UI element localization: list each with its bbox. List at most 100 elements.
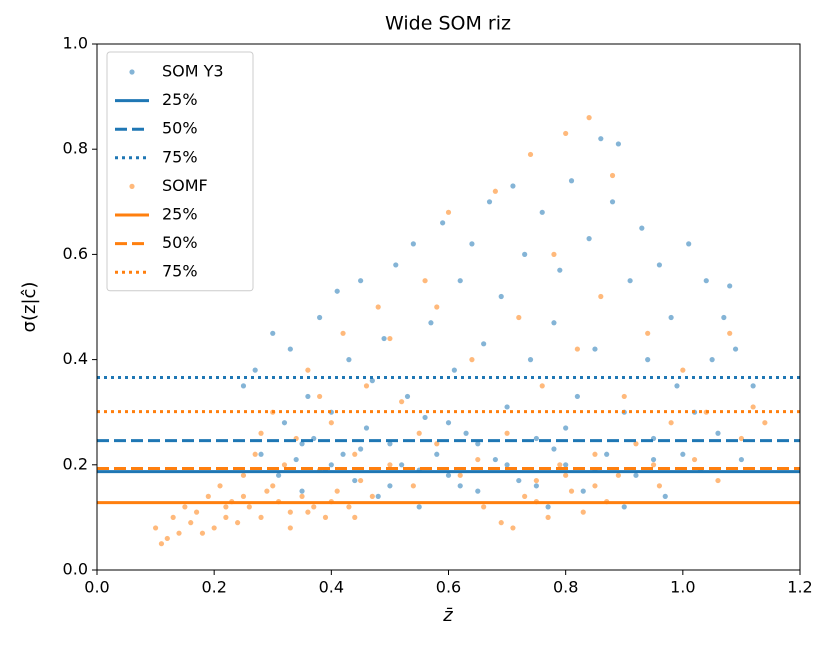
x-tick-label: 0.2 xyxy=(201,578,226,597)
legend-marker xyxy=(129,69,135,75)
point xyxy=(182,504,188,510)
x-tick-label: 0.0 xyxy=(84,578,109,597)
point xyxy=(334,288,340,294)
point xyxy=(281,420,288,426)
point xyxy=(434,451,440,457)
legend-label: 25% xyxy=(162,205,198,224)
point xyxy=(287,346,293,352)
point xyxy=(715,430,721,436)
point xyxy=(580,488,586,494)
point xyxy=(574,393,580,400)
point xyxy=(527,357,534,363)
point xyxy=(393,262,399,268)
point xyxy=(633,441,639,447)
point xyxy=(522,251,528,257)
point xyxy=(369,493,375,499)
point xyxy=(223,514,229,521)
point xyxy=(762,420,768,426)
point xyxy=(422,414,428,421)
point xyxy=(568,178,575,184)
point xyxy=(469,241,475,247)
point xyxy=(621,393,627,400)
point xyxy=(732,346,739,352)
point xyxy=(668,420,674,426)
point xyxy=(715,477,721,484)
point xyxy=(422,278,428,284)
point xyxy=(457,278,463,284)
point xyxy=(428,320,434,326)
point xyxy=(305,509,311,515)
point xyxy=(533,483,539,489)
legend-marker xyxy=(129,183,135,189)
point xyxy=(492,188,498,194)
point xyxy=(516,314,522,321)
y-tick-label: 0.0 xyxy=(63,560,88,579)
point xyxy=(387,335,393,342)
legend-label: SOMF xyxy=(162,176,208,195)
point xyxy=(381,335,387,342)
legend-box xyxy=(106,51,254,292)
point xyxy=(609,172,616,179)
point xyxy=(727,330,733,336)
point xyxy=(656,262,663,268)
point xyxy=(539,209,545,215)
point xyxy=(305,367,311,373)
point xyxy=(686,241,692,247)
point xyxy=(574,346,580,352)
point xyxy=(563,462,569,468)
point xyxy=(346,357,352,363)
point xyxy=(223,504,229,510)
point xyxy=(551,320,557,326)
legend-label: SOM Y3 xyxy=(162,62,224,81)
point xyxy=(504,462,510,468)
legend-label: 75% xyxy=(162,147,198,166)
point xyxy=(539,383,545,389)
point xyxy=(650,456,657,463)
point xyxy=(481,341,487,347)
x-tick-label: 1.0 xyxy=(670,578,695,597)
point xyxy=(481,504,487,510)
point xyxy=(592,451,598,457)
y-axis-label: σ(z|ĉ) xyxy=(19,282,40,333)
point xyxy=(363,425,370,431)
point xyxy=(750,404,756,410)
point xyxy=(311,504,317,510)
point xyxy=(287,509,293,515)
point xyxy=(246,504,252,510)
point xyxy=(352,477,358,484)
point xyxy=(568,488,575,494)
point xyxy=(375,304,381,310)
point xyxy=(340,330,346,336)
x-tick-label: 1.2 xyxy=(787,578,812,597)
point xyxy=(188,520,194,526)
point xyxy=(211,525,217,531)
point xyxy=(346,504,352,510)
point xyxy=(469,357,475,363)
point xyxy=(463,430,469,436)
point xyxy=(680,367,686,373)
point xyxy=(563,472,569,478)
point xyxy=(199,530,206,536)
point xyxy=(721,314,727,321)
chart-title: Wide SOM riz xyxy=(385,13,511,35)
x-tick-label: 0.6 xyxy=(436,578,461,597)
point xyxy=(258,514,264,521)
point xyxy=(557,462,563,468)
point xyxy=(399,399,405,405)
point xyxy=(276,472,282,478)
point xyxy=(293,456,299,463)
point xyxy=(580,509,586,515)
point xyxy=(563,130,569,137)
point xyxy=(486,199,493,205)
point xyxy=(750,383,756,389)
point xyxy=(650,462,657,468)
point xyxy=(358,278,364,284)
point xyxy=(334,488,340,494)
point xyxy=(615,141,621,147)
point xyxy=(410,241,416,247)
point xyxy=(445,209,452,215)
y-tick-label: 0.6 xyxy=(63,244,88,263)
point xyxy=(164,535,170,542)
legend-label: 50% xyxy=(162,119,198,138)
point xyxy=(363,383,370,389)
